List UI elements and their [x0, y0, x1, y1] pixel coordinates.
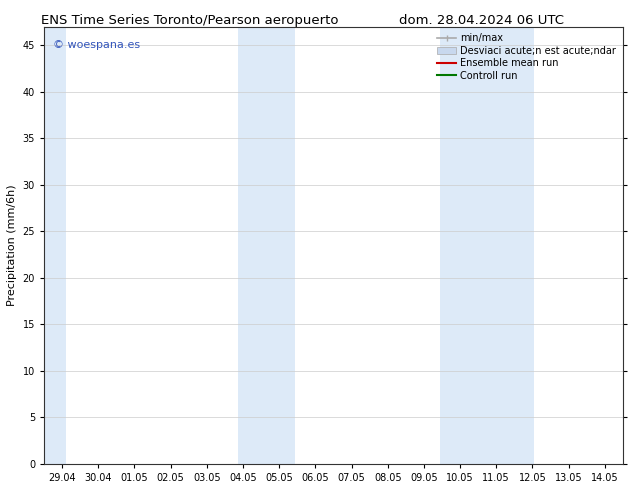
Bar: [440, 26, 534, 464]
Text: © woespana.es: © woespana.es: [53, 40, 140, 49]
Text: dom. 28.04.2024 06 UTC: dom. 28.04.2024 06 UTC: [399, 14, 564, 27]
Bar: [238, 26, 295, 464]
Y-axis label: Precipitation (mm/6h): Precipitation (mm/6h): [7, 184, 17, 306]
Bar: [44, 26, 66, 464]
Legend: min/max, Desviaci acute;n est acute;ndar, Ensemble mean run, Controll run: min/max, Desviaci acute;n est acute;ndar…: [435, 31, 618, 83]
Text: ENS Time Series Toronto/Pearson aeropuerto: ENS Time Series Toronto/Pearson aeropuer…: [41, 14, 339, 27]
